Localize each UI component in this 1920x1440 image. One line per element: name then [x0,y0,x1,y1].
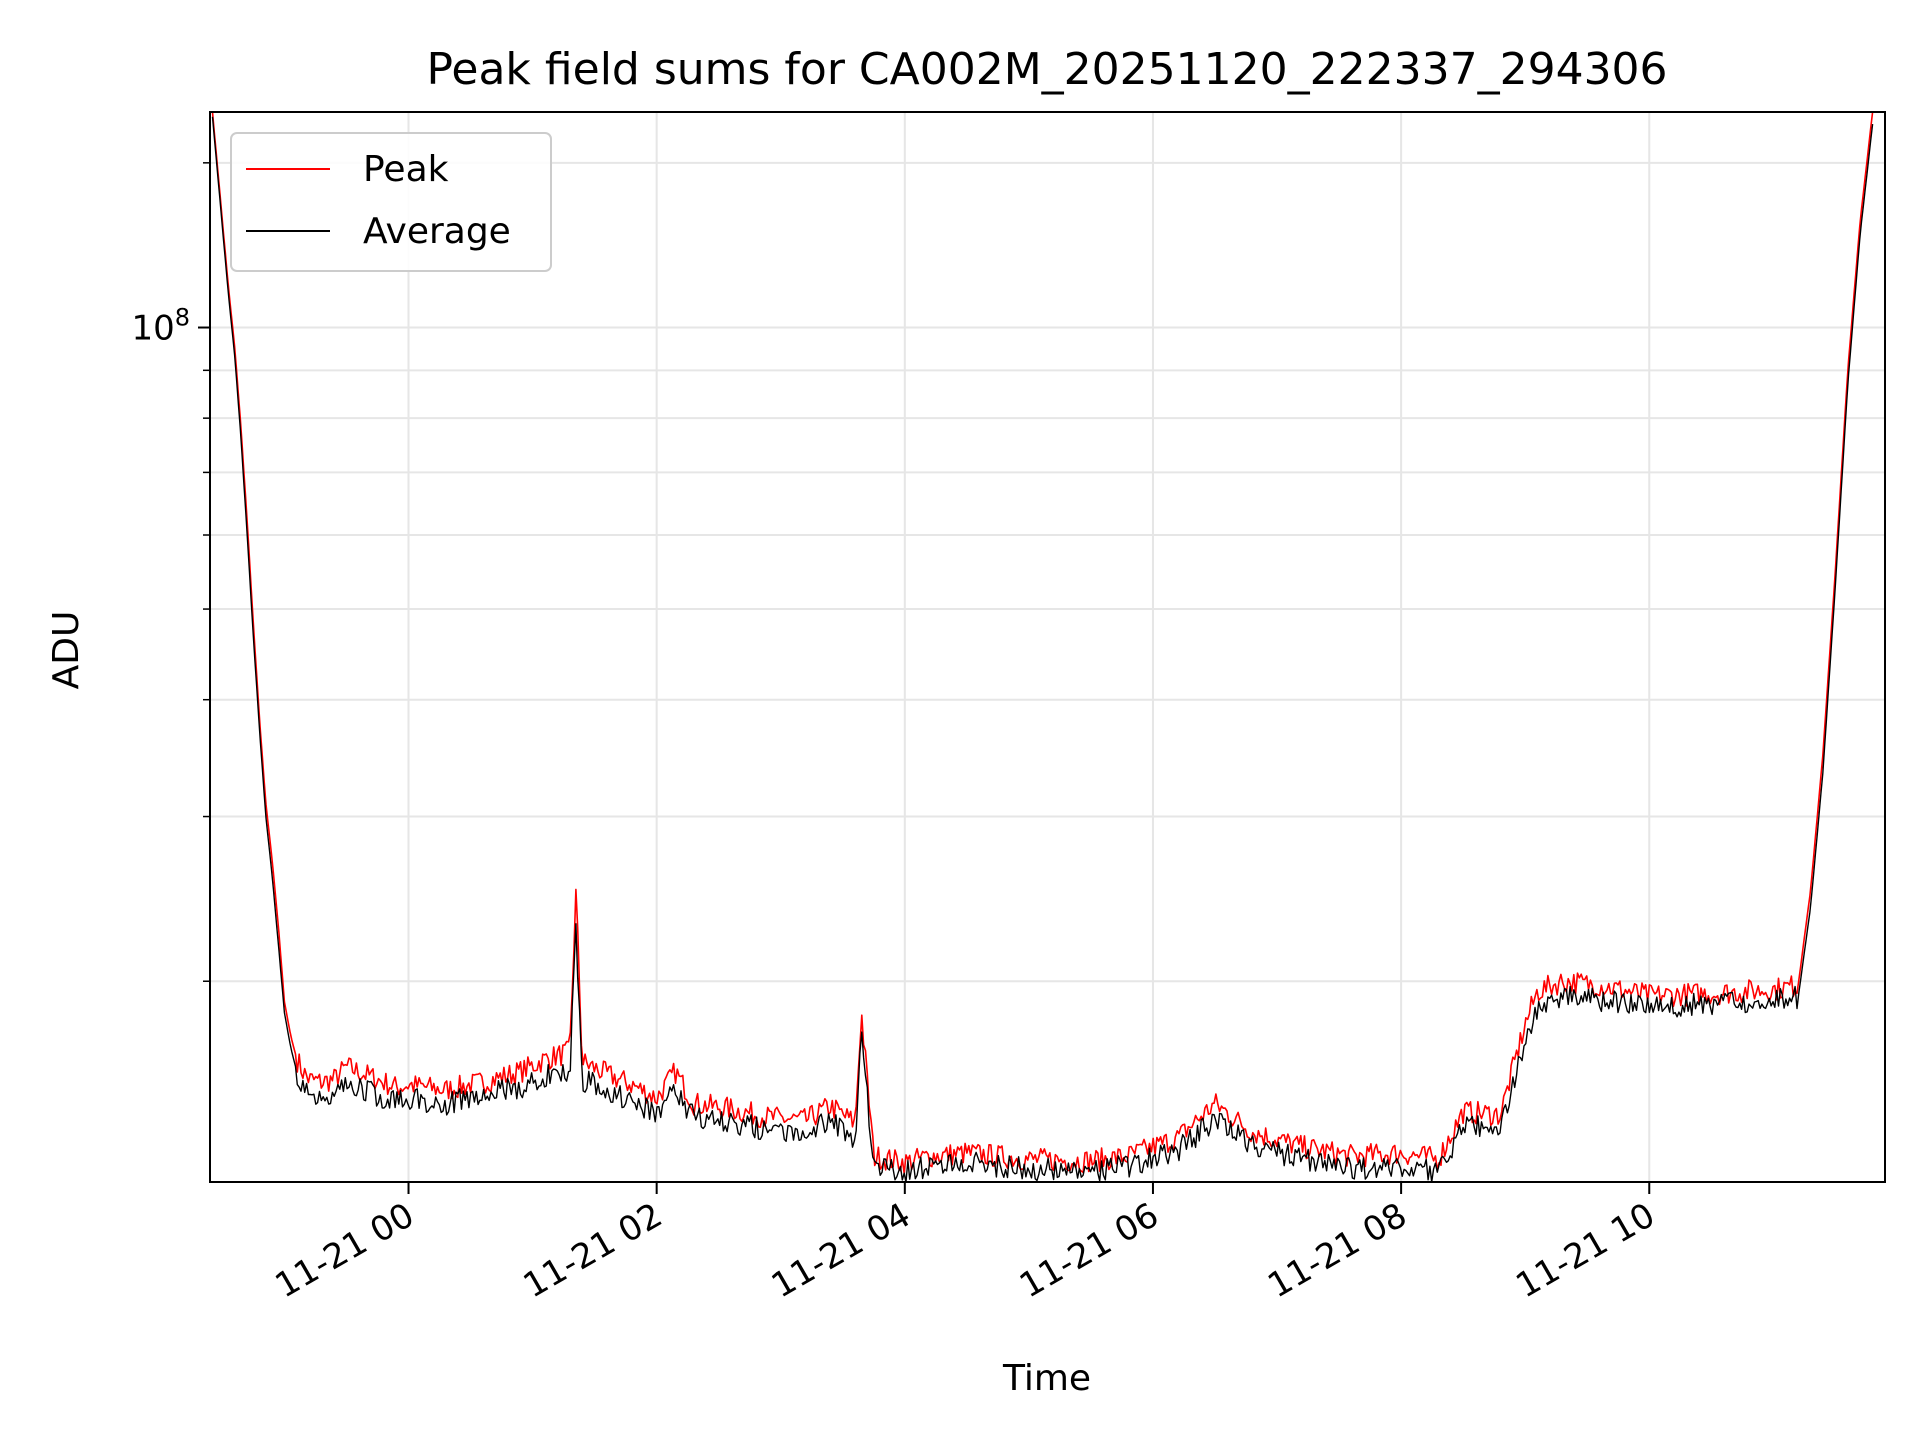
x-axis-label: Time [1002,1358,1091,1399]
legend-box [230,132,552,272]
peak-series-line [211,112,1874,1175]
y-tick-label-base: 10 [131,309,174,349]
series-layer [211,112,1874,1182]
legend: Peak Average [230,132,552,272]
average-series-line [211,116,1874,1182]
plot-frame [209,111,1886,1183]
grid [210,112,1885,1182]
legend-peak-label: Peak [363,149,449,190]
chart-title: Peak field sums for CA002M_20251120_2223… [426,44,1667,95]
legend-average-label: Average [363,211,511,252]
y-tick-label-exponent: 8 [175,304,190,332]
y-axis-label: ADU [46,611,87,690]
y-tick-label: 108 [131,304,190,349]
